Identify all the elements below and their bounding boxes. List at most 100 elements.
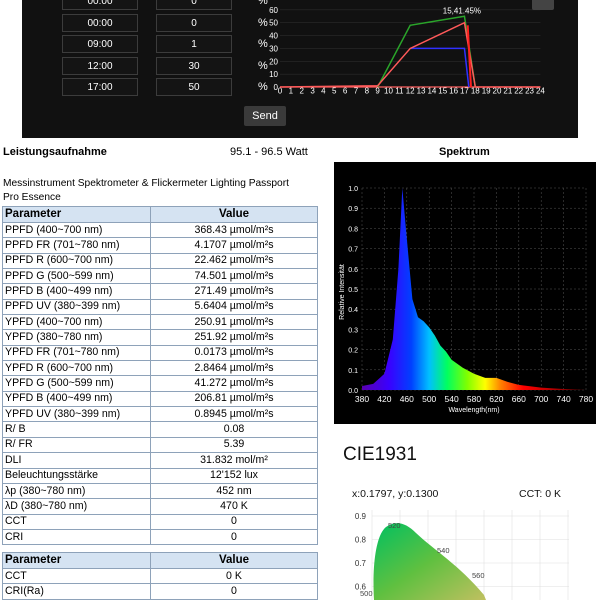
spectrum-y-tick: 1.0 (348, 186, 358, 193)
mini-chart-y-tick: 10 (269, 70, 278, 79)
blue-channel-line (410, 47, 470, 88)
mini-chart-x-tick: 13 (417, 87, 426, 96)
spectrum-y-tick: 0.3 (348, 327, 358, 334)
mini-chart-x-tick: 19 (482, 87, 491, 96)
schedule-value-input[interactable]: 0 (156, 13, 232, 32)
panel-menu-button[interactable] (532, 0, 554, 10)
parameter-cell: YPFD B (400~499 nm) (2, 390, 151, 408)
percent-unit: % (258, 81, 268, 93)
table-row: PPFD B (400~499 nm) 271.49 µmol/m²s (2, 283, 318, 300)
mini-chart-y-tick: 20 (269, 57, 278, 66)
table-row: PPFD UV (380~399 nm) 5.6404 µmol/m²s (2, 298, 318, 316)
parameter-cell: CCT (2, 567, 151, 585)
green-channel-line (376, 15, 477, 88)
power-value: 95.1 - 96.5 Watt (230, 146, 308, 158)
table-row: YPFD (380~780 nm) 251.92 µmol/m²s (2, 329, 318, 346)
spectrum-y-tick: 0.7 (348, 247, 358, 254)
table-row: PPFD G (500~599 nm) 74.501 µmol/m²s (2, 268, 318, 285)
instrument-line-2: Pro Essence (3, 192, 61, 203)
value-cell: 251.92 µmol/m²s (150, 329, 318, 346)
spectrum-title: Spektrum (439, 146, 490, 158)
mini-chart-x-tick: 14 (427, 87, 436, 96)
table-header-value: Value (150, 206, 318, 223)
value-cell: 5.6404 µmol/m²s (150, 298, 318, 316)
cie-wavelength-label: 560 (472, 571, 485, 580)
table-row: YPFD (400~700 nm) 250.91 µmol/m²s (2, 314, 318, 331)
schedule-time-input[interactable]: 00:00 (62, 0, 138, 10)
spectrum-y-tick: 0.6 (348, 267, 358, 274)
table2-header-value: Value (150, 552, 318, 569)
value-cell: 4.1707 µmol/m²s (150, 237, 318, 254)
cie-wavelength-label: 520 (388, 521, 401, 530)
mini-chart-x-tick: 0 (278, 87, 283, 96)
schedule-time-input[interactable]: 09:00 (62, 35, 138, 53)
mini-chart-x-tick: 3 (310, 87, 315, 96)
white-channel-line (279, 21, 541, 88)
value-cell: 368.43 µmol/m²s (150, 221, 318, 239)
value-cell: 0 (150, 528, 318, 546)
mini-chart-x-tick: 16 (449, 87, 458, 96)
mini-chart-x-tick: 5 (332, 87, 337, 96)
mini-chart-x-tick: 21 (503, 87, 512, 96)
parameter-cell: YPFD (400~700 nm) (2, 314, 151, 331)
spectrum-y-tick: 0.0 (348, 388, 358, 395)
cie-cct: CCT: 0 K (519, 488, 562, 500)
schedule-value-input[interactable]: 1 (156, 35, 232, 53)
schedule-row: 00:00 0% (62, 0, 268, 10)
spectrum-x-tick: 540 (445, 394, 459, 404)
value-cell: 250.91 µmol/m²s (150, 314, 318, 331)
spectrum-x-tick: 780 (579, 394, 593, 404)
spectrum-x-tick: 740 (557, 394, 571, 404)
schedule-time-input[interactable]: 17:00 (62, 78, 138, 96)
mini-chart-x-tick: 12 (406, 87, 415, 96)
parameter-cell: λD (380~780 nm) (2, 498, 151, 515)
value-cell: 0 K (150, 567, 318, 585)
table-row: CRI(Ra) 0 (2, 583, 318, 600)
mini-chart-annotation: 15,41.45% (443, 7, 481, 16)
mini-chart-y-tick: 0 (274, 83, 279, 92)
table-row: YPFD B (400~499 nm) 206.81 µmol/m²s (2, 390, 318, 408)
schedule-value-input[interactable]: 0 (156, 0, 232, 10)
schedule-value-input[interactable]: 50 (156, 78, 232, 96)
mini-chart-x-tick: 2 (299, 87, 304, 96)
spectrum-x-tick: 700 (534, 394, 548, 404)
schedule-row: 12:00 30% (62, 56, 268, 75)
send-button[interactable]: Send (244, 106, 286, 126)
instrument-line-1: Messinstrument Spektrometer & Flickermet… (3, 178, 289, 189)
spectrum-y-tick: 0.4 (348, 307, 358, 314)
value-cell: 74.501 µmol/m²s (150, 268, 318, 285)
mini-chart-x-tick: 9 (375, 87, 380, 96)
table-row: CCT 0 (2, 513, 318, 530)
table-row: YPFD R (600~700 nm) 2.8464 µmol/m²s (2, 360, 318, 377)
mini-chart-x-tick: 11 (395, 87, 404, 96)
percent-unit: % (258, 0, 268, 7)
parameter-cell: YPFD FR (701~780 nm) (2, 344, 151, 362)
schedule-value-input[interactable]: 30 (156, 56, 232, 75)
spectrum-plot: 380 420 460 500 540 580 620 660 700 740 780 1.0 0.9 0… (334, 162, 596, 424)
value-cell: 2.8464 µmol/m²s (150, 360, 318, 377)
spectrum-x-tick: 460 (400, 394, 414, 404)
table-row: PPFD R (600~700 nm) 22.462 µmol/m²s (2, 252, 318, 270)
power-label: Leistungsaufnahme (3, 146, 107, 158)
percent-unit: % (258, 16, 268, 29)
mini-chart-x-tick: 22 (514, 87, 523, 96)
value-cell: 0.08 (150, 421, 318, 438)
value-cell: 271.49 µmol/m²s (150, 283, 318, 300)
spectrum-curve (362, 188, 586, 390)
parameter-cell: CRI(Ra) (2, 583, 151, 600)
red-channel-line (466, 25, 472, 88)
schedule-time-input[interactable]: 00:00 (62, 13, 138, 32)
table-row: λp (380~780 nm) 452 nm (2, 482, 318, 500)
schedule-time-input[interactable]: 12:00 (62, 56, 138, 75)
parameter-cell: R/ FR (2, 436, 151, 454)
mini-chart-y-tick: 70 (269, 0, 278, 2)
value-cell: 0 (150, 513, 318, 530)
color-table: Parameter Value CCT 0 K CRI(Ra) 0 (2, 552, 318, 600)
table-row: PPFD (400~700 nm) 368.43 µmol/m²s (2, 221, 318, 239)
mini-chart-y-tick: 60 (269, 6, 278, 15)
spectrum-x-tick: 380 (355, 394, 369, 404)
parameter-cell: YPFD R (600~700 nm) (2, 360, 151, 377)
table-row: CCT 0 K (2, 567, 318, 585)
cie-horseshoe (373, 523, 486, 600)
table-row: PPFD FR (701~780 nm) 4.1707 µmol/m²s (2, 237, 318, 254)
